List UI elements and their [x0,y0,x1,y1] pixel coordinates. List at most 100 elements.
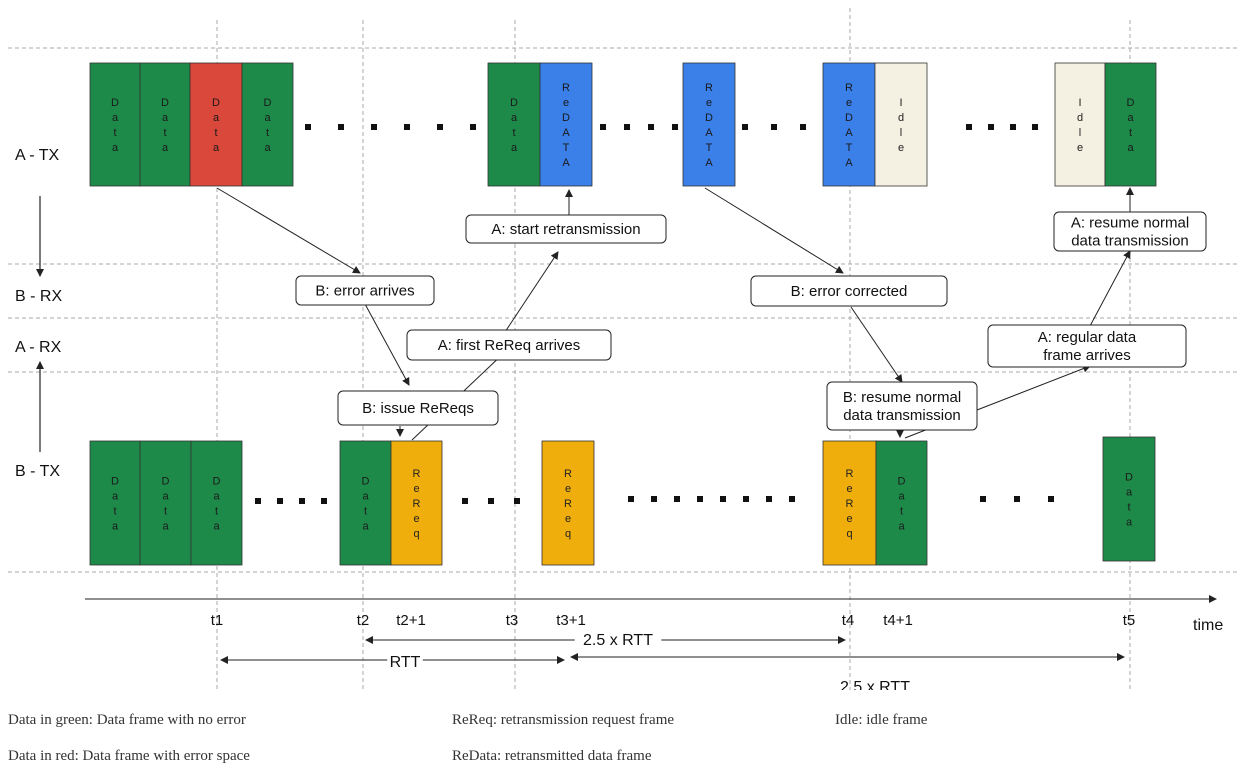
duration-span: 2.5 x RTT [570,653,1125,690]
frame-label-char: t [512,127,515,139]
signal-arrow [850,306,903,383]
ellipsis-dot [697,496,703,502]
frame-label-char: q [846,528,852,540]
ellipsis-dot [299,498,305,504]
frame-label-char: a [1127,142,1134,154]
frame-box [682,62,736,187]
frame-label-char: l [900,127,902,139]
frame-label-char: D [510,97,518,109]
ellipsis-dot [720,496,726,502]
frame-box [874,62,928,187]
event-callout: B: error arrives [295,275,435,306]
frame-rereq: ReReq [822,440,877,566]
frame-label-char: t [113,127,116,139]
callout-text: A: regular data [1038,329,1137,346]
frame-label-char: a [112,491,119,503]
ellipsis-dot [1032,124,1038,130]
frame-label-char: a [1127,112,1134,124]
frame-label-char: a [1126,487,1133,499]
span-label: 2.5 x RTT [840,679,910,690]
frame-label-char: a [264,112,271,124]
tick-label: t2+1 [396,612,426,629]
frame-label-char: e [413,513,419,525]
ellipsis-dot [672,124,678,130]
span-label-bg [387,653,423,671]
frame-label-char: I [1078,97,1081,109]
frame-label-char: A [705,127,713,139]
frame-box [390,440,443,566]
tick-label: t1 [211,612,224,629]
signal-arrow [1089,250,1131,327]
frame-label-char: e [1077,142,1083,154]
frame-data-ok: Data [339,440,392,566]
frame-label-char: e [846,483,852,495]
frame-label-char: D [111,476,119,488]
frame-label-char: e [565,483,571,495]
lane-label-b-tx: B - TX [15,463,60,480]
frame-label-char: t [900,506,903,518]
callout-text: B: error corrected [791,283,908,300]
frame-label-char: D [264,97,272,109]
ellipsis-dot [980,496,986,502]
tick-label: t3 [506,612,519,629]
frame-label-char: a [162,112,169,124]
callout-text: A: start retransmission [491,221,640,238]
ellipsis-dot [988,124,994,130]
ellipsis-dot [305,124,311,130]
frame-box [241,62,294,187]
ellipsis-dot [437,124,443,130]
time-axis-label: time [1193,617,1223,634]
event-callout: A: start retransmission [465,214,667,244]
tick-label: t4 [842,612,855,629]
frame-label-char: a [162,521,169,533]
ellipsis-dot [1048,496,1054,502]
callout-box [987,324,1187,368]
frame-label-char: q [413,528,419,540]
frame-box [487,62,541,187]
ellipsis-dot [404,124,410,130]
frame-label-char: R [705,82,713,94]
frame-label-char: e [706,97,712,109]
event-callout: B: issue ReReqs [337,390,499,426]
frame-label-char: D [111,97,119,109]
ellipsis-dot [255,498,261,504]
frame-label-char: D [162,476,170,488]
span-label-bg [574,631,662,649]
signal-arrow [364,303,410,386]
ellipsis-dot [742,124,748,130]
frame-label-char: D [362,476,370,488]
frame-idle: Idle [874,62,928,187]
frame-label-char: a [162,491,169,503]
frame-data-ok: Data [487,62,541,187]
legend-data-green: Data in green: Data frame with no error [8,712,246,728]
callout-box [406,329,612,361]
ellipsis-dot [600,124,606,130]
frame-box [875,440,928,566]
frame-label-char: A [845,157,853,169]
frame-label-char: a [213,112,220,124]
callout-box [750,275,948,307]
frame-label-char: D [1127,97,1135,109]
frame-data-ok: Data [89,440,141,566]
duration-span: 2.5 x RTT [365,631,846,649]
legend-data-red: Data in red: Data frame with error space [8,748,250,764]
event-callout: B: error corrected [750,275,948,307]
frame-label-char: R [564,468,572,480]
frame-label-char: R [413,468,421,480]
legend-rereq: ReReq: retransmission request frame [452,712,675,728]
frame-label-char: a [362,521,369,533]
frame-box [1102,436,1156,562]
time-axis: time [85,595,1223,634]
frame-idle: Idle [1054,62,1106,187]
frame-label-char: D [898,476,906,488]
frame-label-char: t [214,127,217,139]
frame-rereq: ReReq [541,440,595,566]
frame-label-char: R [562,82,570,94]
frame-label-char: e [565,513,571,525]
frame-data-ok: Data [1102,436,1156,562]
frame-label-char: a [112,112,119,124]
